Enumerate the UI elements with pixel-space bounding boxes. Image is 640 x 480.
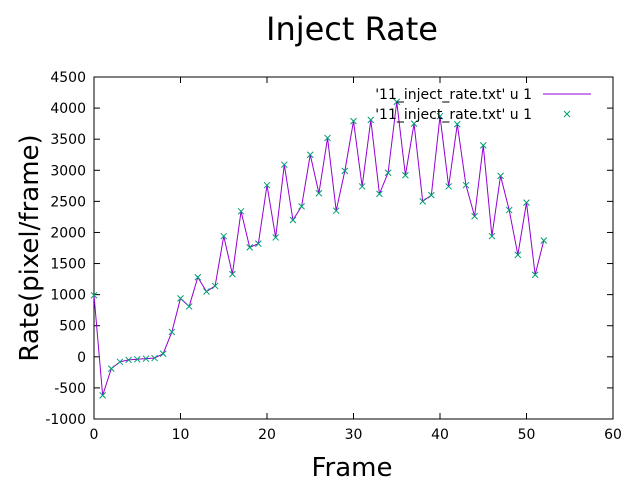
data-point-marker	[237, 207, 245, 215]
legend: '11_inject_rate.txt' u 1 '11_inject_rate.…	[375, 87, 591, 123]
data-point-marker	[151, 354, 158, 362]
data-point-marker	[402, 171, 409, 179]
x-tick-label: 0	[90, 427, 99, 443]
data-point-marker	[116, 358, 124, 366]
data-point-marker	[479, 142, 487, 149]
legend-marker-swatch	[563, 110, 571, 118]
y-tick-label: 500	[59, 319, 86, 335]
data-point-marker	[220, 232, 228, 240]
data-point-marker	[298, 202, 305, 210]
data-point-marker	[125, 356, 132, 364]
data-point-marker	[350, 117, 357, 125]
data-point-marker	[280, 161, 288, 169]
x-tick-label: 10	[172, 427, 190, 443]
data-point-marker	[185, 303, 193, 310]
data-point-marker	[263, 181, 271, 189]
data-point-marker	[471, 212, 478, 220]
x-tick-label: 60	[604, 427, 622, 443]
data-point-marker	[194, 273, 202, 281]
data-point-marker	[497, 172, 504, 180]
data-point-marker	[203, 288, 210, 295]
data-point-marker	[367, 116, 375, 124]
data-point-marker	[436, 112, 444, 120]
plot-border	[93, 76, 614, 420]
x-axis-label: Frame	[311, 453, 392, 480]
y-tick-label: 2000	[50, 225, 86, 241]
x-tick-label: 50	[518, 427, 536, 443]
data-point-marker	[488, 232, 496, 240]
data-point-marker	[90, 291, 98, 299]
axes: 0 10 20 30 40 50 60 -1000 -500 0 500 1000 1500 2000 25…	[45, 70, 622, 443]
data-point-marker	[523, 199, 530, 206]
data-point-marker	[142, 355, 150, 363]
legend-label: '11_inject_rate.txt' u 1	[375, 107, 532, 123]
y-tick-label: -500	[54, 381, 86, 397]
y-tick-label: 3500	[50, 132, 86, 148]
data-point-marker	[531, 271, 539, 279]
data-point-marker	[540, 237, 548, 244]
data-point-marker	[384, 169, 392, 177]
data-point-marker	[393, 98, 401, 106]
data-point-marker	[246, 244, 254, 251]
data-point-marker	[306, 151, 314, 159]
y-tick-label: 0	[77, 350, 86, 366]
series-points	[90, 98, 548, 399]
y-axis-label: Rate(pixel/frame)	[15, 134, 45, 361]
data-point-marker	[341, 167, 349, 175]
x-tick-label: 30	[345, 427, 363, 443]
data-point-marker	[505, 206, 513, 214]
data-point-marker	[107, 365, 115, 372]
data-point-marker	[168, 328, 176, 336]
y-tick-label: 2500	[50, 194, 86, 210]
data-point-marker	[427, 191, 435, 199]
data-point-marker	[133, 355, 141, 363]
data-point-marker	[514, 251, 522, 259]
data-point-marker	[324, 134, 331, 142]
data-point-marker	[376, 190, 383, 198]
data-point-marker	[229, 270, 236, 278]
legend-label: '11_inject_rate.txt' u 1	[375, 87, 532, 103]
y-tick-label: 4000	[50, 101, 86, 117]
y-tick-label: 3000	[50, 163, 86, 179]
plot-series	[90, 98, 548, 399]
data-point-marker	[99, 392, 107, 399]
data-point-marker	[358, 183, 366, 190]
data-point-marker	[445, 183, 453, 190]
data-point-marker	[289, 216, 297, 224]
data-point-marker	[315, 189, 323, 197]
data-point-marker	[272, 234, 280, 241]
data-point-marker	[462, 181, 470, 189]
data-point-marker	[177, 295, 184, 302]
data-point-marker	[410, 120, 418, 127]
x-tick-label: 40	[431, 427, 449, 443]
x-tick-label: 20	[258, 427, 276, 443]
chart-title: Inject Rate	[266, 10, 438, 48]
y-tick-label: 4500	[50, 70, 86, 86]
data-point-marker	[254, 240, 262, 248]
data-point-marker	[332, 207, 340, 215]
y-tick-label: 1000	[50, 288, 86, 304]
data-point-marker	[419, 198, 427, 205]
data-point-marker	[211, 282, 219, 290]
data-point-marker	[453, 120, 461, 128]
y-tick-label: -1000	[45, 412, 86, 428]
y-tick-label: 1500	[50, 257, 86, 273]
data-point-marker	[159, 350, 167, 358]
